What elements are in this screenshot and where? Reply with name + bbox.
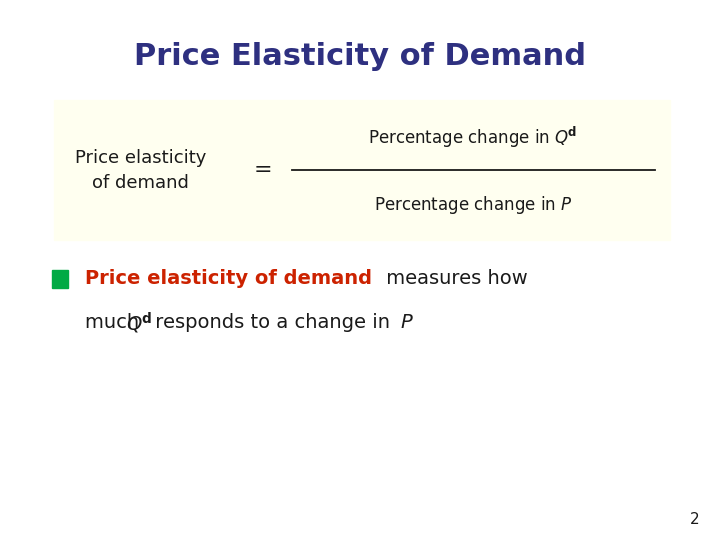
Text: $\mathbf{\mathit{Q}}^{\mathbf{d}}$: $\mathbf{\mathit{Q}}^{\mathbf{d}}$ [126, 310, 152, 335]
Text: much: much [85, 313, 145, 333]
Text: Percentage change in $\mathbf{\mathit{P}}$: Percentage change in $\mathbf{\mathit{P}… [374, 194, 572, 216]
Text: Percentage change in $\mathbf{\mathit{Q}}^{\mathbf{d}}$: Percentage change in $\mathbf{\mathit{Q}… [369, 125, 577, 150]
Text: $\mathbf{\mathit{P}}$: $\mathbf{\mathit{P}}$ [400, 313, 413, 333]
Text: =: = [253, 160, 272, 180]
Text: responds to a change in: responds to a change in [149, 313, 396, 333]
Text: Price Elasticity of Demand: Price Elasticity of Demand [134, 42, 586, 71]
Text: 2: 2 [690, 512, 700, 527]
Text: measures how: measures how [380, 269, 528, 288]
Text: Price elasticity
of demand: Price elasticity of demand [75, 148, 206, 192]
Text: Price elasticity of demand: Price elasticity of demand [85, 269, 372, 288]
